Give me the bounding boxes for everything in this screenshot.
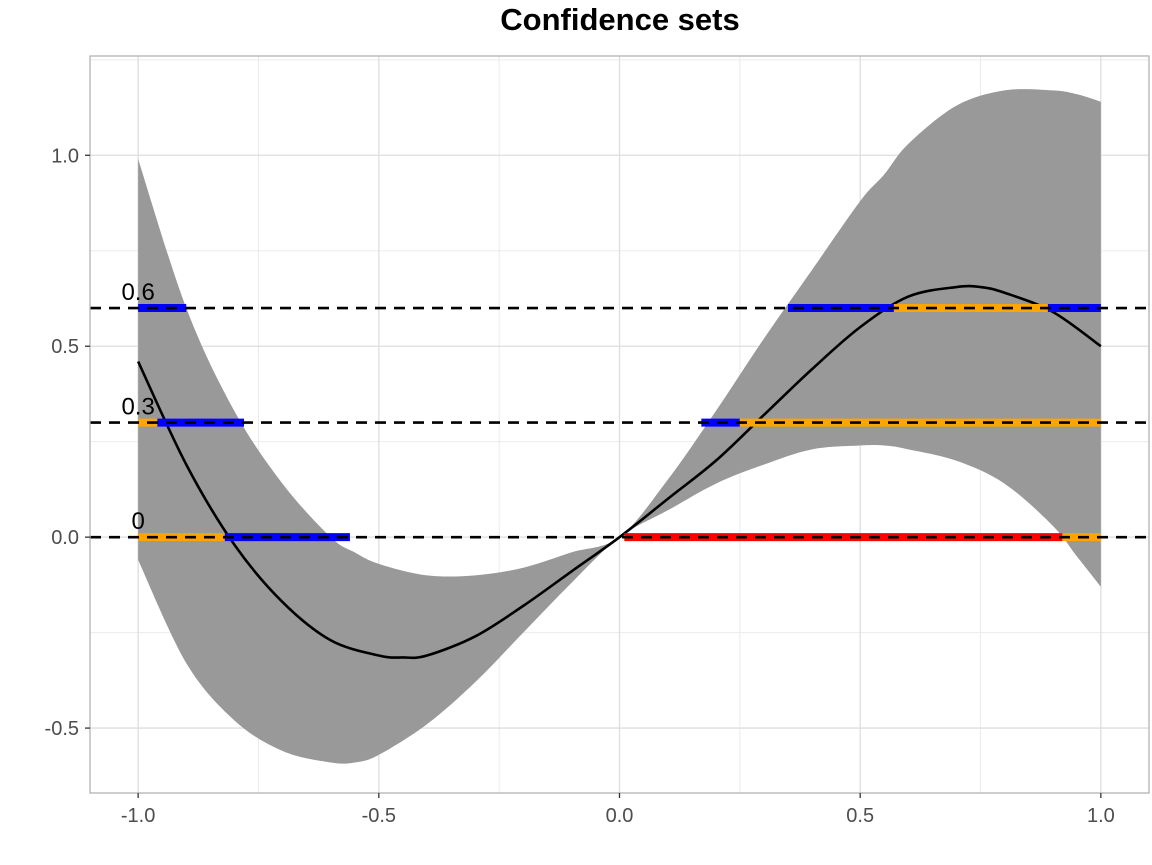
x-tick-label: -0.5 — [362, 805, 396, 827]
chart-title: Confidence sets — [500, 2, 740, 37]
y-tick-label: 1.0 — [51, 145, 79, 167]
estimate-curve-layer — [136, 284, 1102, 660]
x-tick-label: -1.0 — [121, 805, 155, 827]
confidence-band — [138, 89, 1101, 764]
y-tick-label: 0.5 — [51, 336, 79, 358]
confidence-band-layer — [138, 89, 1101, 764]
y-tick-label: 0.0 — [51, 527, 79, 549]
y-tick-label: -0.5 — [45, 718, 79, 740]
level-lines-layer: 0 0.3 0.6 — [90, 279, 1149, 542]
axis-labels-layer: -1.0 -0.5 0.0 0.5 1.0 -0.5 0.0 0.5 1.0 — [45, 145, 1115, 827]
estimate-curve — [136, 284, 1102, 660]
level-label: 0 — [131, 508, 144, 535]
x-tick-label: 0.5 — [846, 805, 874, 827]
level-label: 0.6 — [121, 279, 154, 306]
x-tick-label: 0.0 — [606, 805, 634, 827]
x-tick-label: 1.0 — [1087, 805, 1115, 827]
level-label: 0.3 — [121, 394, 154, 421]
